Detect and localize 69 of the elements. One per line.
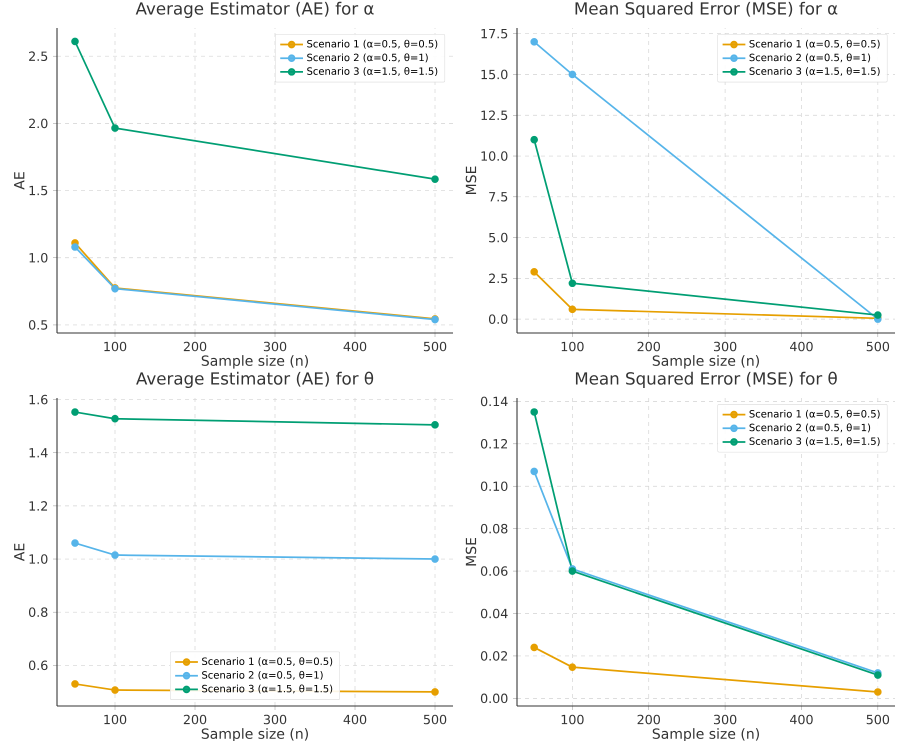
x-tick-label: 100 [562, 342, 584, 352]
y-tick-label: 0.0 [488, 314, 508, 324]
chart-title: Mean Squared Error (MSE) for α [576, 2, 838, 18]
x-tick-label: 300 [264, 342, 286, 352]
y-tick-label: 0.12 [480, 439, 508, 449]
x-tick-label: 200 [638, 714, 660, 724]
x-tick-label: 400 [790, 714, 813, 724]
y-axis-title: MSE [466, 166, 476, 194]
x-tick-label: 500 [424, 342, 446, 352]
x-tick-label: 500 [866, 714, 890, 724]
x-tick-label: 300 [714, 714, 736, 724]
legend-label: Scenario 1 (α=0.5, θ=0.5) [307, 40, 438, 49]
y-axis-title: AE [14, 172, 24, 190]
legend-label: Scenario 3 (α=1.5, θ=1.5) [750, 437, 880, 446]
y-tick-label: 10.0 [481, 151, 508, 161]
y-tick-label: 0.5 [28, 320, 48, 330]
legend-label: Scenario 3 (α=1.5, θ=1.5) [307, 67, 438, 76]
x-tick-label: 400 [344, 342, 366, 352]
y-tick-label: 12.5 [481, 110, 508, 120]
x-tick-label: 100 [104, 714, 126, 724]
y-tick-label: 2.5 [489, 274, 508, 284]
legend-label: Scenario 1 (α=0.5, θ=0.5) [750, 410, 880, 419]
legend-label: Scenario 2 (α=0.5, θ=1) [750, 53, 870, 62]
y-tick-label: 5.0 [489, 232, 508, 242]
y-tick-label: 0.06 [480, 566, 508, 576]
y-tick-label: 0.14 [480, 396, 508, 406]
x-axis-title: Sample size (n) [202, 355, 308, 369]
chart-title: Average Estimator (AE) for α [136, 2, 374, 18]
y-tick-label: 2.5 [29, 51, 48, 62]
chart-title: Average Estimator (AE) for θ [136, 372, 374, 388]
legend-label: Scenario 1 (α=0.5, θ=0.5) [750, 40, 880, 49]
y-tick-label: 1.4 [30, 448, 48, 458]
x-tick-label: 100 [104, 342, 126, 352]
legend-label: Scenario 3 (α=1.5, θ=1.5) [750, 67, 880, 76]
legend-label: Scenario 2 (α=0.5, θ=1) [202, 670, 323, 680]
x-tick-label: 300 [264, 714, 286, 724]
y-tick-label: 1.5 [30, 186, 48, 196]
x-tick-label: 200 [184, 342, 206, 352]
x-tick-label: 100 [562, 714, 584, 724]
x-axis-title: Sample size (n) [652, 355, 759, 369]
x-tick-label: 500 [866, 342, 890, 352]
x-tick-label: 400 [344, 714, 366, 724]
y-axis-title: AE [14, 544, 24, 562]
y-tick-label: 7.5 [489, 192, 508, 202]
y-tick-label: 1.0 [30, 252, 48, 263]
legend-label: Scenario 2 (α=0.5, θ=1) [750, 423, 870, 432]
y-tick-label: 0.08 [480, 524, 508, 534]
y-tick-label: 1.6 [30, 394, 48, 404]
x-tick-label: 400 [790, 342, 813, 352]
y-tick-label: 1.0 [30, 554, 48, 564]
y-tick-label: 17.5 [481, 28, 508, 38]
y-tick-label: 0.02 [480, 651, 508, 661]
x-tick-label: 200 [184, 714, 206, 724]
y-tick-label: 0.10 [480, 481, 508, 492]
y-tick-label: 2.0 [29, 118, 48, 128]
y-tick-label: 1.2 [30, 501, 48, 511]
y-tick-label: 15.0 [481, 70, 508, 80]
y-tick-label: 0.8 [28, 607, 48, 617]
legend-label: Scenario 2 (α=0.5, θ=1) [307, 53, 428, 62]
legend-label: Scenario 3 (α=1.5, θ=1.5) [202, 684, 332, 694]
y-axis-title: MSE [466, 538, 476, 566]
y-tick-label: 0.00 [480, 694, 508, 704]
legend-label: Scenario 1 (α=0.5, θ=0.5) [202, 657, 332, 666]
y-tick-label: 0.04 [480, 608, 508, 618]
y-tick-label: 0.6 [28, 660, 48, 670]
chart-title: Mean Squared Error (MSE) for θ [576, 372, 837, 388]
x-tick-label: 200 [638, 342, 660, 352]
x-tick-label: 300 [714, 342, 736, 352]
x-tick-label: 500 [424, 714, 446, 724]
